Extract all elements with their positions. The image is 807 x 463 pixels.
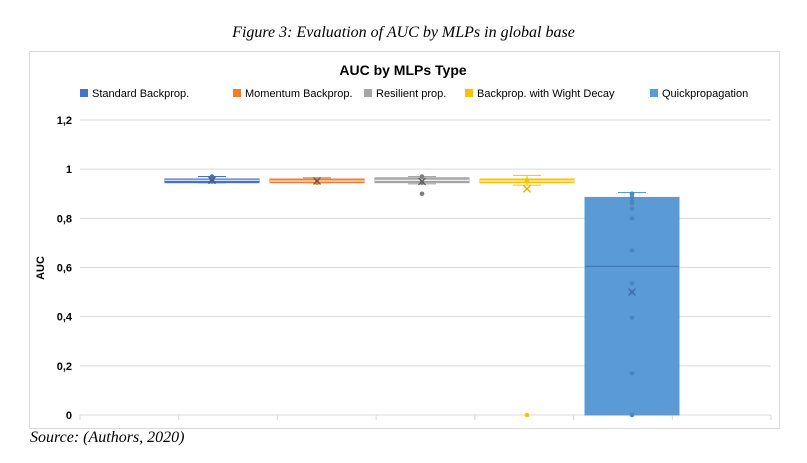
figure-source: Source: (Authors, 2020) [30, 429, 185, 446]
box-3 [479, 174, 575, 418]
legend: Standard Backprop. Momentum Backprop. Resi… [80, 88, 748, 100]
data-point [524, 412, 530, 418]
data-point [629, 412, 635, 418]
box-4 [584, 191, 680, 418]
data-point [524, 177, 530, 183]
legend-label: Standard Backprop. [92, 88, 189, 100]
legend-label: Quickpropagation [662, 88, 748, 100]
y-tick-label: 1,2 [57, 115, 72, 127]
legend-swatch [465, 89, 473, 97]
x-axis-ticks [79, 415, 772, 420]
legend-label: Backprop. with Wight Decay [477, 88, 615, 100]
data-point [629, 198, 635, 204]
data-point [629, 206, 635, 211]
box-body [584, 196, 680, 416]
data-point [629, 370, 635, 376]
box-1 [269, 177, 365, 185]
legend-label: Resilient prop. [376, 88, 446, 100]
legend-swatch [80, 89, 88, 97]
legend-swatch [233, 89, 241, 97]
figure-caption: Figure 3: Evaluation of AUC by MLPs in g… [232, 24, 575, 41]
y-axis-ticks: 0 0,2 0,4 0,6 0,8 1 1,2 [57, 115, 73, 422]
y-axis-label: AUC [35, 256, 47, 280]
legend-swatch [364, 89, 372, 97]
legend-label: Momentum Backprop. [245, 88, 353, 100]
boxes [164, 174, 680, 418]
y-tick-label: 1 [66, 164, 72, 176]
data-point [419, 180, 425, 185]
mean-marker [628, 288, 636, 297]
mean-marker [418, 177, 426, 186]
data-point [629, 281, 635, 286]
data-point [209, 174, 215, 179]
y-tick-label: 0,4 [57, 312, 73, 324]
y-tick-label: 0 [66, 410, 72, 422]
mean-marker [313, 177, 321, 185]
data-point [629, 247, 635, 253]
legend-swatch [650, 89, 658, 97]
box-2 [374, 174, 470, 197]
data-point [629, 195, 635, 200]
mean-marker [208, 176, 216, 185]
data-point [419, 191, 425, 197]
data-point [629, 216, 635, 221]
box-0 [164, 174, 260, 185]
data-point [629, 315, 635, 321]
data-point [629, 191, 635, 197]
data-point [419, 174, 425, 179]
y-tick-label: 0,2 [57, 361, 72, 373]
chart-title: AUC by MLPs Type [339, 62, 467, 78]
mean-marker [523, 184, 531, 193]
y-tick-label: 0,8 [57, 213, 72, 225]
y-tick-label: 0,6 [57, 263, 72, 275]
